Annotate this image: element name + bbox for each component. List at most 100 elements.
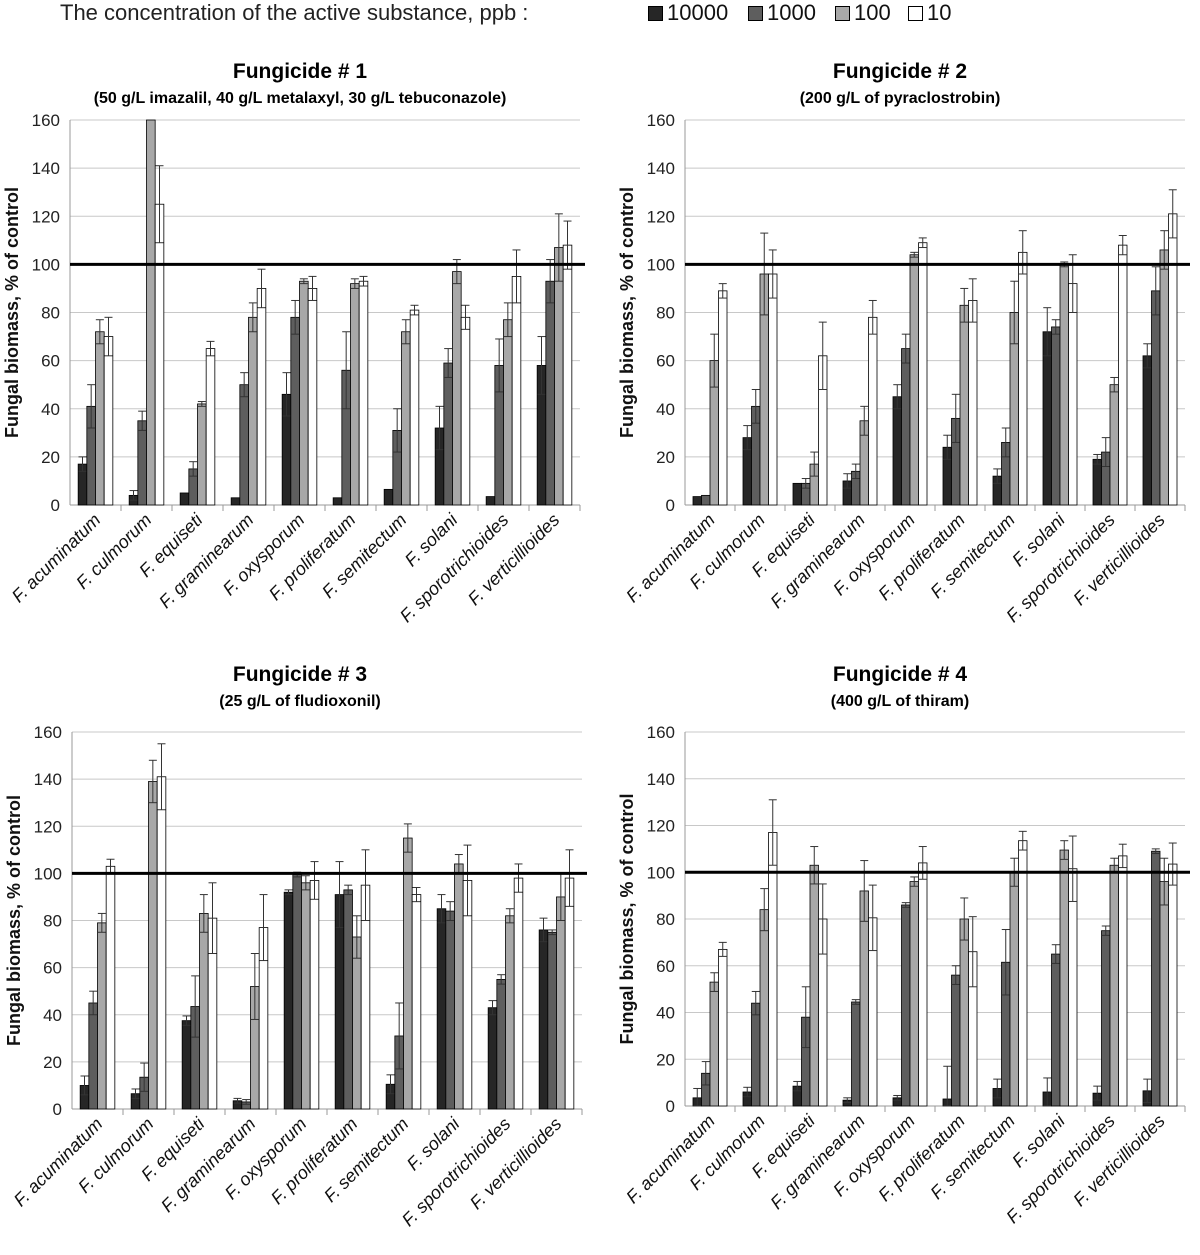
bar-100 bbox=[909, 881, 919, 1107]
bar-10 bbox=[156, 776, 167, 1110]
bar-10 bbox=[205, 348, 216, 506]
chart-panel-2: Fungicide # 2 (200 g/L of pyraclostrobin… bbox=[600, 0, 1200, 640]
bar-10 bbox=[154, 203, 165, 506]
bar-10 bbox=[1068, 868, 1078, 1107]
y-tick-label: 160 bbox=[647, 723, 675, 742]
category-label: F. verticillioides bbox=[466, 1114, 566, 1214]
bar-10 bbox=[1118, 244, 1128, 506]
chart-title: Fungicide # 3 bbox=[232, 663, 368, 686]
bar-10 bbox=[460, 316, 471, 506]
bar-100 bbox=[1009, 871, 1019, 1107]
bar-1000 bbox=[1051, 326, 1061, 506]
y-tick-label: 100 bbox=[34, 864, 62, 883]
bar-1000 bbox=[292, 874, 302, 1110]
bar-10 bbox=[105, 865, 116, 1110]
bar-10000 bbox=[692, 496, 702, 506]
bar-10000 bbox=[436, 908, 447, 1110]
category-label: F. proliferatum bbox=[874, 1111, 969, 1206]
y-tick-label: 0 bbox=[51, 496, 60, 515]
bar-100 bbox=[1159, 881, 1169, 1107]
bar-100 bbox=[1059, 263, 1069, 506]
chart-subtitle: (50 g/L imazalil, 40 g/L metalaxyl, 30 g… bbox=[93, 90, 507, 107]
legend-swatch-100 bbox=[835, 6, 850, 21]
category-label: F. verticillioides bbox=[1069, 1111, 1169, 1211]
bar-10 bbox=[1018, 840, 1028, 1107]
bar-100 bbox=[556, 896, 566, 1110]
legend-label-100: 100 bbox=[854, 0, 891, 25]
bar-10 bbox=[409, 309, 420, 506]
bar-1000 bbox=[290, 316, 300, 506]
bar-10 bbox=[718, 948, 728, 1107]
bar-10 bbox=[562, 244, 573, 506]
category-label: F. acuminatum bbox=[622, 510, 719, 607]
y-tick-label: 140 bbox=[647, 159, 675, 178]
bar-100 bbox=[959, 304, 969, 506]
bar-10000 bbox=[892, 396, 902, 506]
y-tick-label: 0 bbox=[53, 1100, 62, 1119]
bar-100 bbox=[146, 119, 156, 506]
y-tick-label: 120 bbox=[34, 817, 62, 836]
y-tick-label: 140 bbox=[647, 770, 675, 789]
bar-100 bbox=[350, 283, 360, 506]
chart-3-svg: 0 20 40 60 80 100 120 140 160 Fungal biomass, % o… bbox=[4, 723, 587, 1230]
bar-100 bbox=[452, 271, 462, 506]
bar-100 bbox=[352, 936, 362, 1110]
y-tick-label: 160 bbox=[647, 111, 675, 130]
y-tick-label: 160 bbox=[32, 111, 60, 130]
bar-10000 bbox=[485, 496, 496, 506]
bar-10 bbox=[968, 300, 978, 506]
category-label: F. acuminatum bbox=[10, 1114, 107, 1211]
chart-panel-4: Fungicide # 4 (400 g/L of thiram) 0 20 40 6… bbox=[600, 615, 1200, 1255]
y-tick-label: 40 bbox=[656, 400, 675, 419]
bar-10 bbox=[307, 288, 318, 506]
bar-10000 bbox=[1092, 458, 1102, 506]
bar-100 bbox=[1109, 384, 1119, 506]
legend-label-10: 10 bbox=[927, 0, 952, 25]
chart-4-svg: 0 20 40 60 80 100 120 140 160 Fungal biomass, % o… bbox=[617, 723, 1190, 1227]
bar-10 bbox=[768, 273, 778, 506]
bar-100 bbox=[809, 864, 819, 1107]
y-tick-label: 120 bbox=[647, 817, 675, 836]
bar-100 bbox=[97, 922, 107, 1110]
bar-100 bbox=[301, 882, 311, 1110]
bar-10000 bbox=[1042, 331, 1052, 506]
bar-1000 bbox=[545, 280, 555, 506]
bar-100 bbox=[909, 254, 919, 506]
bar-10 bbox=[1068, 283, 1078, 506]
bar-10 bbox=[513, 877, 524, 1110]
bar-100 bbox=[859, 890, 869, 1107]
chart-title: Fungicide # 4 bbox=[832, 663, 968, 686]
bar-100 bbox=[709, 981, 719, 1107]
bar-10000 bbox=[1142, 355, 1152, 506]
y-axis-label: Fungal biomass, % of control bbox=[4, 795, 24, 1046]
bar-1000 bbox=[901, 904, 911, 1107]
bar-10 bbox=[1168, 213, 1178, 506]
bar-100 bbox=[403, 837, 413, 1110]
legend-swatch-10000 bbox=[648, 6, 663, 21]
bar-100 bbox=[759, 909, 769, 1107]
y-axis-label: Fungal biomass, % of control bbox=[2, 187, 22, 438]
y-tick-label: 60 bbox=[41, 352, 60, 371]
legend-title: The concentration of the active substanc… bbox=[60, 0, 529, 25]
y-tick-label: 80 bbox=[656, 910, 675, 929]
y-tick-label: 60 bbox=[656, 957, 675, 976]
chart-subtitle: (25 g/L of fludioxonil) bbox=[219, 693, 381, 710]
bar-10000 bbox=[181, 1020, 192, 1110]
category-label: F. acuminatum bbox=[8, 510, 105, 607]
bar-100 bbox=[454, 863, 464, 1110]
bar-1000 bbox=[1051, 953, 1061, 1107]
chart-subtitle: (400 g/L of thiram) bbox=[830, 693, 970, 710]
y-axis-label: Fungal biomass, % of control bbox=[617, 187, 637, 438]
chart-panel-1: Fungicide # 1 (50 g/L imazalil, 40 g/L m… bbox=[0, 0, 600, 640]
y-tick-label: 140 bbox=[34, 770, 62, 789]
y-tick-label: 160 bbox=[34, 723, 62, 742]
y-tick-label: 0 bbox=[666, 496, 675, 515]
bar-10 bbox=[411, 894, 422, 1110]
legend-swatch-1000 bbox=[748, 6, 763, 21]
y-axis-label: Fungal biomass, % of control bbox=[617, 793, 637, 1044]
bar-1000 bbox=[443, 362, 453, 506]
bar-100 bbox=[248, 316, 258, 506]
bar-10000 bbox=[538, 929, 549, 1110]
bar-100 bbox=[197, 403, 207, 506]
chart-title: Fungicide # 2 bbox=[832, 60, 968, 83]
